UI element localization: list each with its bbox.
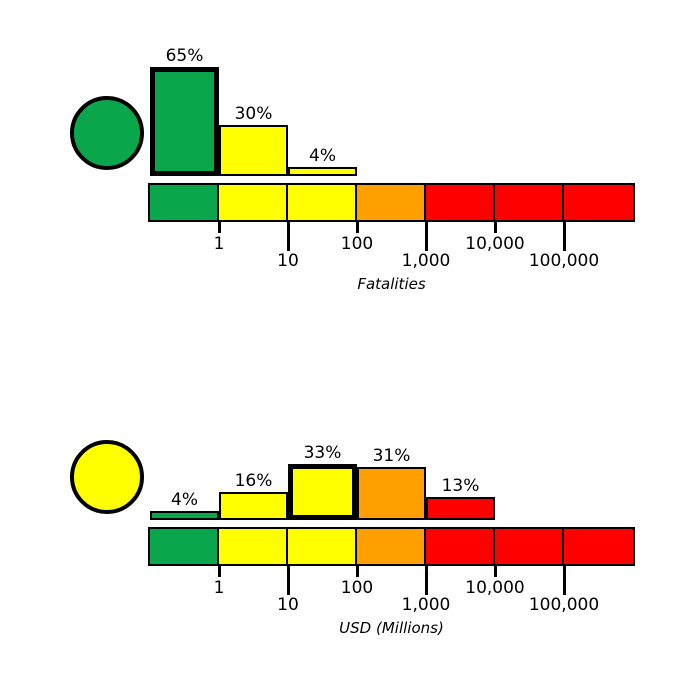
axis-tick xyxy=(493,566,497,577)
axis-tick-label: 1,000 xyxy=(401,595,451,615)
bar-value-label: 30% xyxy=(234,104,273,124)
colorbar-segment-green xyxy=(150,529,219,564)
colorbar-segment-red xyxy=(495,185,564,220)
histogram-bar xyxy=(357,467,426,520)
axis-tick-label: 100 xyxy=(340,578,374,598)
bar-value-label: 16% xyxy=(234,471,273,491)
bar-value-label: 13% xyxy=(441,476,480,496)
axis-tick xyxy=(355,566,359,577)
histogram-bar xyxy=(219,492,288,520)
histogram-bar xyxy=(150,511,219,520)
risk-level-indicator-circle xyxy=(70,96,144,170)
axis-tick-label: 10,000 xyxy=(465,578,525,598)
axis-tick xyxy=(286,566,290,595)
axis-tick xyxy=(424,566,428,595)
chart-usd-millions: 4% 16% 33% 31% 13% 1 10 100 1,000 10,000 100,000 … xyxy=(0,344,682,688)
axis-tick xyxy=(493,222,497,233)
colorbar-segment-red xyxy=(426,529,495,564)
bar-value-label: 33% xyxy=(303,443,342,463)
bar-value-label: 4% xyxy=(309,146,336,166)
histogram-bar-highlighted xyxy=(150,67,219,176)
colorbar-segment-yellow xyxy=(288,185,357,220)
axis-tick xyxy=(217,222,221,233)
risk-level-indicator-circle xyxy=(70,440,144,514)
bar-value-label: 65% xyxy=(165,46,204,66)
axis-tick xyxy=(562,222,566,251)
colorbar-segment-yellow xyxy=(219,185,288,220)
axis-tick-label: 1,000 xyxy=(401,251,451,271)
axis-tick-label: 1 xyxy=(213,578,225,598)
histogram-bar xyxy=(288,167,357,176)
axis-tick xyxy=(562,566,566,595)
risk-colorbar xyxy=(148,527,635,566)
colorbar-segment-green xyxy=(150,185,219,220)
x-axis-title: USD (Millions) xyxy=(339,619,444,637)
bar-value-label: 4% xyxy=(171,490,198,510)
bar-value-label: 31% xyxy=(372,446,411,466)
axis-tick-label: 100 xyxy=(340,234,374,254)
axis-tick-label: 100,000 xyxy=(528,595,600,615)
colorbar-segment-yellow xyxy=(219,529,288,564)
axis-tick-label: 10 xyxy=(277,251,299,271)
axis-tick xyxy=(355,222,359,233)
colorbar-segment-orange xyxy=(357,185,426,220)
histogram-bar xyxy=(426,497,495,520)
colorbar-segment-red xyxy=(564,185,633,220)
axis-tick xyxy=(424,222,428,251)
colorbar-segment-red xyxy=(495,529,564,564)
axis-tick-label: 100,000 xyxy=(528,251,600,271)
x-axis-title: Fatalities xyxy=(357,275,426,293)
risk-colorbar xyxy=(148,183,635,222)
axis-tick-label: 10 xyxy=(277,595,299,615)
colorbar-segment-red xyxy=(564,529,633,564)
colorbar-segment-yellow xyxy=(288,529,357,564)
histogram-bar-highlighted xyxy=(288,464,357,520)
histogram-bar xyxy=(219,125,288,176)
axis-tick xyxy=(217,566,221,577)
colorbar-segment-orange xyxy=(357,529,426,564)
colorbar-segment-red xyxy=(426,185,495,220)
axis-tick xyxy=(286,222,290,251)
axis-tick-label: 1 xyxy=(213,234,225,254)
chart-fatalities: 65% 30% 4% 1 10 100 1,000 10,000 100,000 Fatali… xyxy=(70,46,635,293)
axis-tick-label: 10,000 xyxy=(465,234,525,254)
